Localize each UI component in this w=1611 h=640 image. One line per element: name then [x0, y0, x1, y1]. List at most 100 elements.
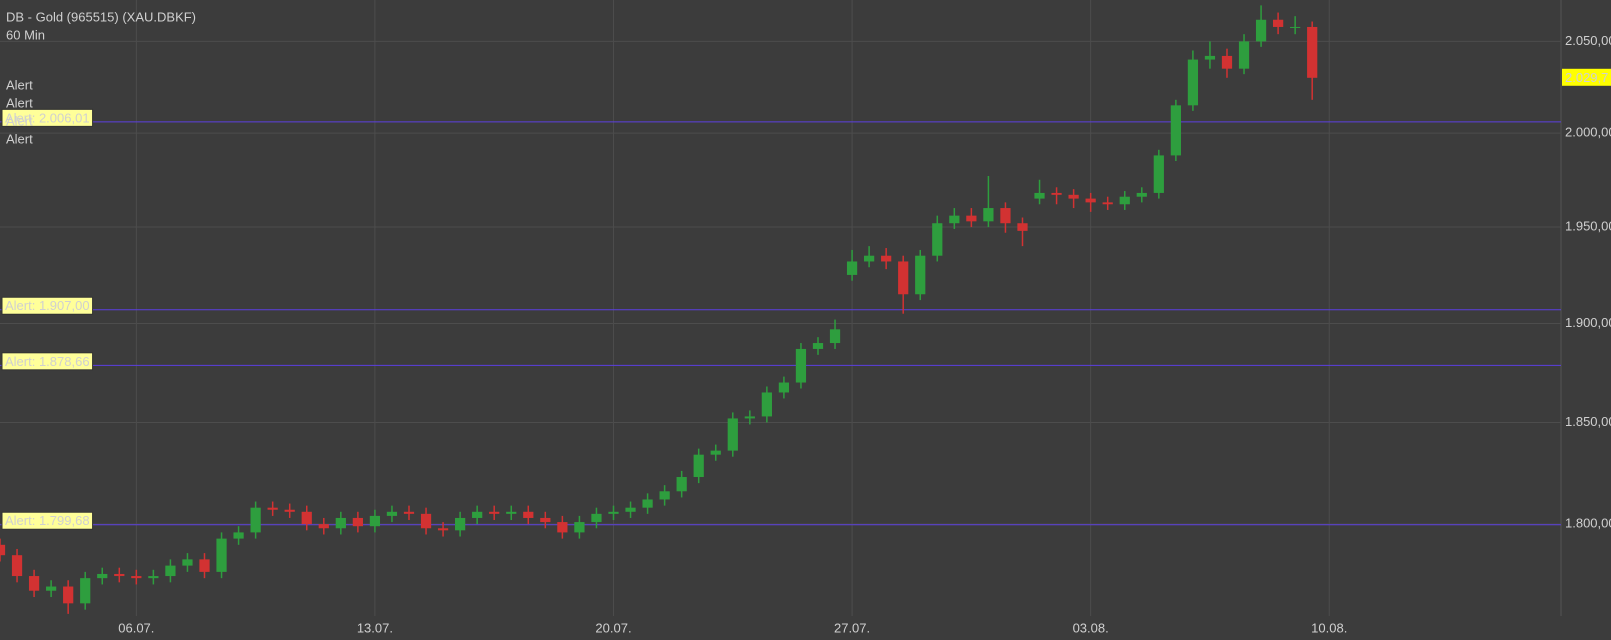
x-tick-label: 10.08.	[1311, 620, 1347, 635]
y-tick-label: 2.000,00	[1565, 125, 1611, 140]
candle-body	[1255, 19, 1267, 42]
candle-body	[28, 576, 40, 591]
candle-body	[659, 491, 670, 500]
candle-body	[97, 573, 108, 579]
alert-text: Alert	[6, 95, 33, 110]
candle-body	[864, 255, 875, 262]
candle-body	[318, 524, 329, 529]
candle-body	[1085, 198, 1096, 203]
y-tick-label: 2.050,00	[1565, 33, 1611, 48]
alert-label: Alert: 1.799,68	[1, 511, 94, 530]
candle-body	[352, 517, 363, 527]
last-price: 2.029,7	[1562, 68, 1611, 86]
alert-label-box	[1, 296, 94, 315]
candle-body	[63, 586, 74, 604]
candle-body	[761, 392, 772, 417]
candle-body	[1187, 59, 1199, 106]
candle-body	[1017, 223, 1028, 231]
candle-body	[1290, 26, 1301, 28]
candle-body	[403, 511, 415, 514]
candle-body	[557, 522, 568, 533]
candle-body	[966, 215, 977, 222]
candle-body	[165, 565, 176, 577]
candle-body	[1272, 19, 1284, 27]
candle-body	[625, 507, 636, 512]
candle-body	[1000, 208, 1011, 224]
candle-body	[1102, 202, 1113, 205]
candle-body	[1238, 41, 1250, 69]
candle-body	[829, 329, 841, 344]
chart-subtitle: 60 Min	[6, 27, 45, 42]
candle-body	[1153, 155, 1164, 193]
candle-body	[1204, 55, 1216, 60]
candle-body	[420, 513, 432, 529]
candle-body	[676, 477, 687, 492]
candle-body	[1221, 55, 1233, 69]
candle-body	[506, 511, 517, 514]
candle-body	[369, 515, 381, 527]
candle-body	[727, 418, 738, 451]
chart-title: DB - Gold (965515) (XAU.DBKF)	[6, 9, 196, 24]
candle-body	[591, 513, 602, 523]
candle-body	[1051, 192, 1062, 195]
candle-body	[1119, 196, 1130, 205]
candle-body	[267, 507, 278, 510]
x-tick-label: 06.07.	[118, 620, 154, 635]
x-tick-label: 03.08.	[1073, 620, 1109, 635]
candle-body	[46, 586, 57, 591]
candle-body	[386, 511, 398, 516]
candle-body	[1068, 194, 1079, 199]
candle-body	[898, 261, 909, 295]
alert-label-box	[1, 108, 94, 127]
candle-body	[284, 509, 295, 512]
x-tick-label: 27.07.	[834, 620, 870, 635]
last-price-box	[1562, 68, 1611, 86]
candle-body	[574, 522, 585, 533]
candle-body	[199, 559, 210, 572]
candle-body	[693, 454, 704, 478]
candle-body	[710, 450, 721, 455]
x-tick-label: 20.07.	[595, 620, 631, 635]
candle-body	[744, 416, 755, 419]
alert-label-text: Alert: 1.799,68	[5, 513, 90, 528]
candle-body	[540, 517, 551, 523]
alert-text: Alert	[6, 77, 33, 92]
candle-body	[881, 255, 892, 262]
candle-body	[1170, 105, 1181, 156]
candle-body	[216, 538, 227, 572]
alert-label-text: Alert: 1.878,66	[5, 354, 90, 369]
alert-label: Alert: 1.878,66	[1, 352, 94, 371]
candle-body	[0, 544, 6, 556]
grid-layer	[0, 0, 1562, 616]
candle-body	[114, 573, 125, 577]
candle-body	[131, 576, 142, 579]
candle-body	[642, 499, 653, 508]
y-tick-label: 1.900,00	[1565, 315, 1611, 330]
candle-body	[812, 343, 824, 349]
candle-body	[1034, 192, 1045, 199]
candle-body	[932, 223, 943, 256]
candle-body	[182, 559, 193, 566]
alert-label-text: Alert: 2.006,01	[5, 110, 90, 125]
alert-text: Alert	[6, 131, 33, 146]
candle-body	[148, 576, 159, 579]
alert-label: Alert: 1.907,00	[1, 296, 94, 315]
candle-body	[778, 382, 790, 393]
alert-label-text: Alert: 1.907,00	[5, 298, 90, 313]
candle-body	[80, 578, 91, 604]
alert-label-box	[1, 352, 94, 371]
candle-body	[983, 208, 994, 222]
candle-body	[608, 511, 619, 514]
candle-body	[915, 255, 926, 295]
candle-body	[301, 511, 312, 525]
last-price-label: 2.029,7	[1565, 70, 1608, 85]
candle-body	[795, 348, 807, 383]
candle-body	[455, 517, 466, 531]
candle-body	[233, 532, 244, 539]
candle-body	[472, 511, 483, 518]
candle-body	[523, 511, 534, 518]
candle-body	[489, 511, 500, 514]
y-tick-label: 1.850,00	[1565, 414, 1611, 429]
